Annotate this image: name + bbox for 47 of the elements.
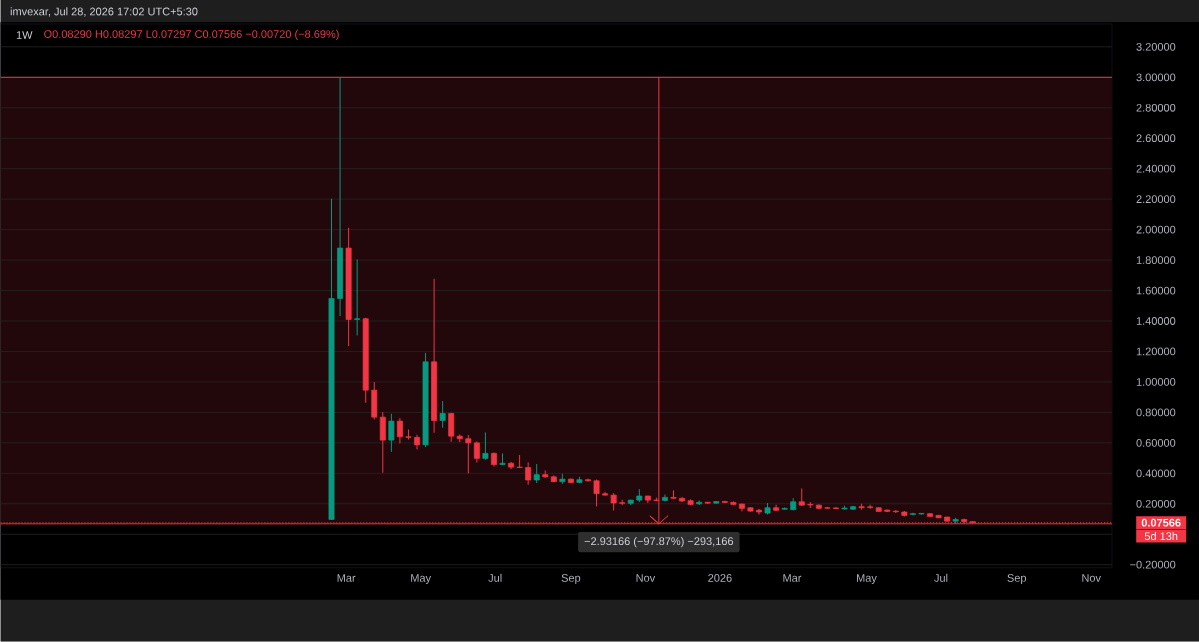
candlestick xyxy=(354,259,361,337)
y-tick-label: −0.20000 xyxy=(1130,560,1176,569)
y-tick-label: 1.20000 xyxy=(1136,347,1176,356)
text: 5d 13h xyxy=(1144,532,1178,541)
ref-line-label: −2.93166 (−97.87%) −293,166 xyxy=(584,537,734,548)
candlestick xyxy=(448,412,455,443)
candlestick xyxy=(593,479,600,508)
x-tick-label: Mar xyxy=(337,574,356,582)
candlestick xyxy=(473,441,480,464)
y-tick-label: 1.60000 xyxy=(1136,286,1176,295)
candlestick xyxy=(525,461,532,486)
y-tick-label: 0.40000 xyxy=(1136,469,1176,478)
y-tick-label: 3.20000 xyxy=(1136,43,1176,51)
x-tick-label: May xyxy=(411,574,432,585)
x-tick-label: Mar xyxy=(783,574,802,582)
x-tick-label: May xyxy=(857,574,877,585)
candlestick xyxy=(405,429,412,441)
x-tick-label: Nov xyxy=(1082,574,1101,582)
y-tick-label: 0.20000 xyxy=(1136,500,1176,508)
y-tick-label: 1.40000 xyxy=(1136,317,1176,326)
candlestick xyxy=(533,463,540,484)
y-tick-label: 2.80000 xyxy=(1136,104,1176,112)
candlestick xyxy=(439,400,446,429)
y-tick-label: 3.00000 xyxy=(1136,73,1176,82)
y-tick-label: 1.80000 xyxy=(1136,256,1176,265)
candlestick xyxy=(482,432,489,461)
candlestick xyxy=(465,434,472,474)
y-tick-label: 2.60000 xyxy=(1136,134,1176,143)
ref-line-label: 0.07566 xyxy=(1141,518,1181,527)
candlestick xyxy=(379,411,386,474)
x-tick-label: Nov xyxy=(636,574,656,582)
y-tick-label: 2.00000 xyxy=(1136,225,1176,234)
text: imvexar, Jul 28, 2026 17:02 UTC+5:30 xyxy=(10,7,198,17)
chart-title: 1W xyxy=(16,31,33,39)
y-tick-label: 0.80000 xyxy=(1136,408,1176,417)
x-tick-label: Sep xyxy=(561,574,581,585)
chart-subtitle: O0.08290 H0.08297 L0.07297 C0.07566 −0.00720 (−8.69%) xyxy=(44,30,339,41)
candlestick xyxy=(388,413,395,453)
y-tick-label: 2.40000 xyxy=(1136,164,1176,173)
y-tick-label: 1.00000 xyxy=(1136,378,1176,386)
x-tick-label: 2026 xyxy=(708,574,732,582)
candlestick xyxy=(396,417,403,445)
x-tick-label: Sep xyxy=(1007,574,1027,585)
x-tick-label: Jul xyxy=(934,573,948,582)
y-tick-label: 0.60000 xyxy=(1136,439,1176,447)
y-tick-label: 2.20000 xyxy=(1136,195,1176,204)
x-tick-label: Jul xyxy=(488,573,502,582)
